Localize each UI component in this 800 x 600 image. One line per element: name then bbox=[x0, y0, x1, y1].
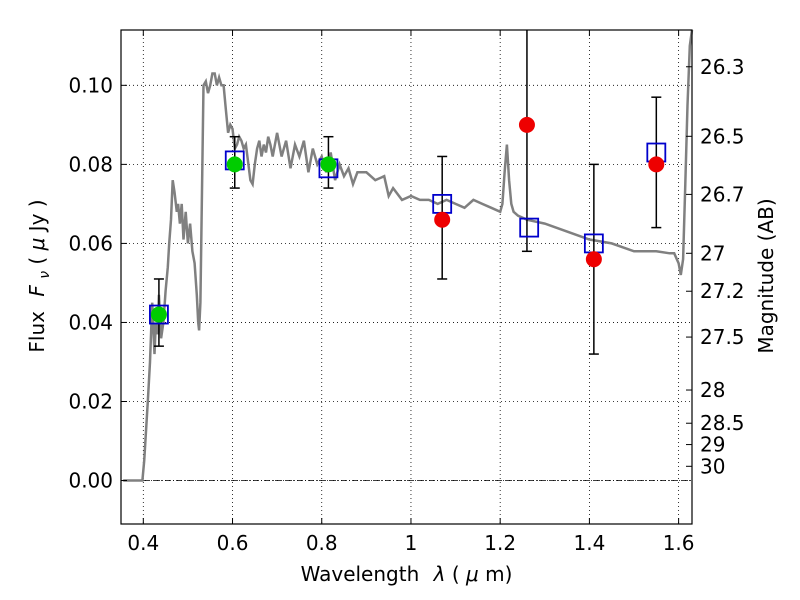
right-tick-label: 28 bbox=[700, 378, 725, 402]
y-tick-label: 0.02 bbox=[68, 389, 113, 413]
observed-flux-point bbox=[226, 156, 243, 173]
x-tick-label: 1 bbox=[405, 531, 418, 555]
x-axis-title: Wavelength λ ( μ m) bbox=[301, 562, 513, 586]
observed-flux-points bbox=[150, 116, 665, 323]
y-tick-label: 0.06 bbox=[68, 231, 113, 255]
y-tick-label: 0.08 bbox=[68, 152, 113, 176]
right-tick-label: 26.3 bbox=[700, 55, 745, 79]
error-bars bbox=[153, 30, 662, 355]
x-tick-label: 1.2 bbox=[484, 531, 516, 555]
observed-flux-point bbox=[434, 211, 451, 228]
x-axis-title-unit-rest: m) bbox=[485, 562, 512, 586]
x-axis-title-unit-mu: μ bbox=[465, 562, 479, 586]
model-flux-square bbox=[519, 217, 540, 238]
x-tick-label: 0.8 bbox=[306, 531, 338, 555]
y-axis-title-sub: ν bbox=[37, 271, 53, 279]
y-tick-label: 0.10 bbox=[68, 73, 113, 97]
x-tick-label: 1.4 bbox=[573, 531, 605, 555]
right-tick-label: 29 bbox=[700, 433, 725, 457]
right-tick-label: 27.5 bbox=[700, 325, 745, 349]
x-axis-title-var: λ bbox=[433, 562, 446, 586]
y-axis-title: Flux F ν ( μ Jy ) bbox=[25, 199, 54, 352]
grid-layer bbox=[121, 30, 692, 524]
y-axis-title-var: F bbox=[25, 285, 49, 297]
x-axis-title-prefix: Wavelength bbox=[301, 562, 420, 586]
y-axis-title-unit-mu: μ bbox=[25, 238, 49, 252]
x-tick-label: 1.6 bbox=[663, 531, 695, 555]
right-tick-label: 28.5 bbox=[700, 411, 745, 435]
y-axis-title-unit-open: ( bbox=[25, 250, 49, 264]
observed-flux-point bbox=[320, 156, 337, 173]
right-tick-label: 26.5 bbox=[700, 124, 745, 148]
right-tick-label: 27.2 bbox=[700, 279, 745, 303]
sed-model-curve bbox=[123, 29, 694, 482]
model-flux-squares bbox=[149, 142, 667, 325]
plot-frame bbox=[120, 29, 693, 525]
x-tick-label: 0.4 bbox=[127, 531, 159, 555]
y-tick-label: 0.00 bbox=[68, 469, 113, 493]
y-tick-label: 0.04 bbox=[68, 310, 113, 334]
model-flux-square bbox=[149, 304, 169, 325]
y-axis-title-unit-rest: Jy ) bbox=[25, 199, 49, 233]
observed-flux-point bbox=[518, 116, 535, 133]
observed-flux-point bbox=[648, 156, 665, 173]
right-tick-label: 27 bbox=[700, 241, 725, 265]
observed-flux-point bbox=[585, 251, 602, 268]
right-axis-title: Magnitude (AB) bbox=[754, 198, 778, 353]
right-tick-label: 30 bbox=[700, 454, 725, 478]
axis-ticks: 0.4 0.6 0.8 1 1.2 1.4 1.6 0.00 0.02 0.04 0.06 0.08 0… bbox=[68, 30, 745, 555]
x-axis-title-unit-open: ( bbox=[452, 562, 460, 586]
observed-flux-point bbox=[150, 306, 167, 323]
x-tick-label: 0.6 bbox=[217, 531, 249, 555]
y-axis-title-prefix: Flux bbox=[25, 311, 49, 353]
right-tick-label: 26.7 bbox=[700, 182, 745, 206]
